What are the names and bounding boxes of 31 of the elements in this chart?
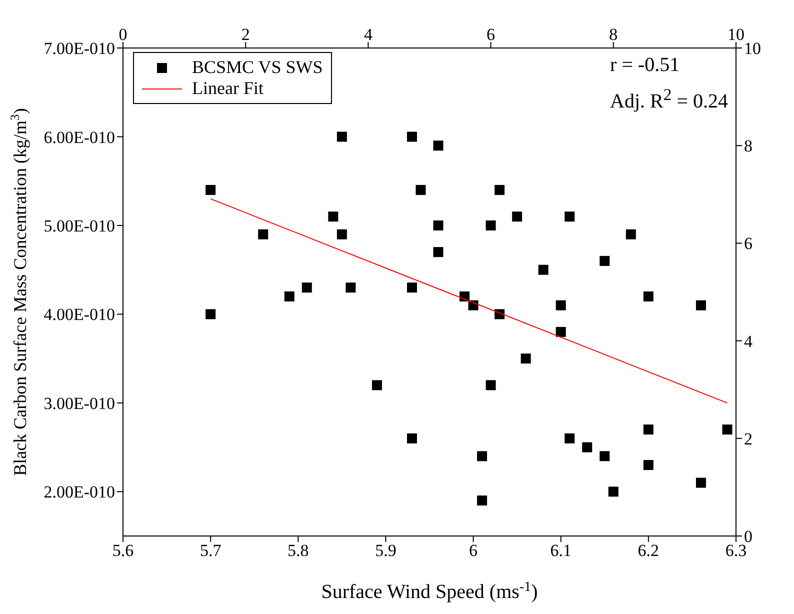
x-tick-label: 5.6 [112,541,134,560]
y-tick-label: 2.00E-010 [44,482,115,502]
annotation: Adj. R$^{2}$ = 0.24 [610,84,728,115]
x-tick-label: 6.2 [638,541,660,560]
x-tick-label: 6.3 [725,541,747,560]
x2-tick-label: 4 [364,25,373,44]
x-tick-label: 5.8 [288,541,309,560]
legend-label: BCSMC VS SWS [192,57,323,78]
x-tick-label: 5.7 [200,541,222,560]
x2-tick-label: 6 [486,25,496,44]
y-tick-label: 4.00E-010 [44,305,115,324]
y-tick-label: 3.00E-010 [44,394,115,413]
y2-tick-label: 2 [744,429,752,448]
y-tick-label: 5.00E-010 [44,216,115,236]
y-tick-label: 6.00E-010 [44,128,115,147]
y2-tick-label: 8 [744,136,752,156]
annotation: r = -0.51 [610,53,681,78]
x2-tick-label: 8 [609,25,618,44]
x2-tick-label: 10 [728,25,744,44]
x-tick-label: 5.9 [375,541,396,560]
x-tick-label: 6.1 [550,541,572,560]
y-tick-label: 7.00E-010 [44,39,115,58]
x-axis-title: Surface Wind Speed (ms$^{-1}$) [321,580,538,603]
legend-label: Linear Fit [192,78,264,99]
x2-tick-label: 2 [241,25,250,44]
x2-tick-label: 0 [118,25,128,44]
y2-tick-label: 0 [744,527,752,546]
y2-tick-label: 6 [744,234,752,254]
x-tick-label: 6 [469,541,478,560]
y2-tick-label: 4 [744,332,753,351]
y2-tick-label: 10 [744,39,761,58]
